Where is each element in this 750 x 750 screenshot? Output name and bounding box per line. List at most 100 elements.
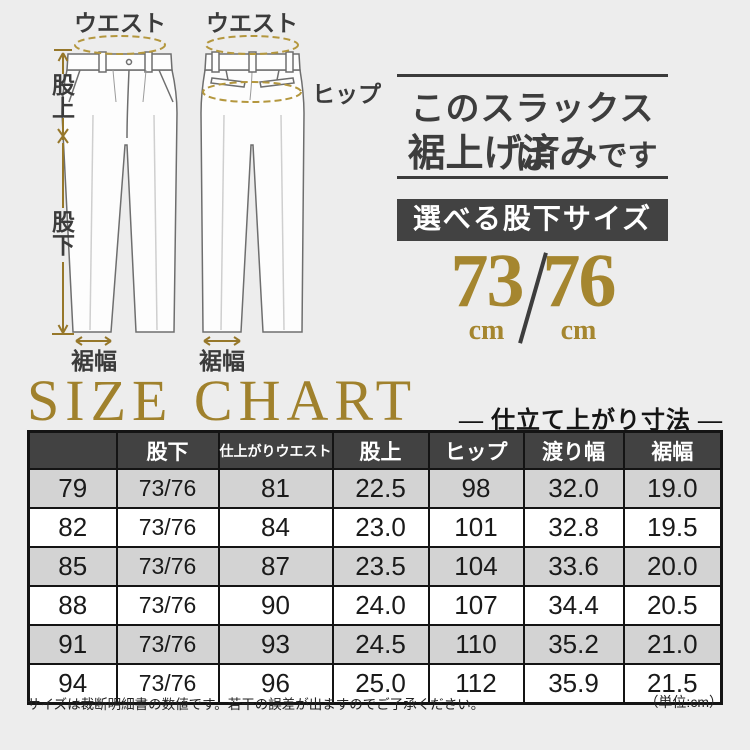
- waist-label-back: ウエスト: [206, 10, 298, 36]
- promo-headline-suffix: です: [597, 140, 658, 173]
- measurement-cell: 73/76: [115, 585, 220, 626]
- waist-ellipse-back: [205, 35, 299, 55]
- inseam-measure-arrow: [52, 143, 74, 335]
- column-header: 渡り幅: [522, 430, 625, 470]
- column-header: 仕上がりウエスト: [217, 430, 334, 470]
- pants-front-illustration: [61, 51, 178, 333]
- measurement-cell: 23.0: [331, 507, 430, 548]
- table-row: 88 73/76 90 24.0 107 34.4 20.5: [27, 585, 723, 626]
- measurement-cell: 19.5: [622, 507, 723, 548]
- back-body: [200, 69, 305, 333]
- rise-measure-arrow: [54, 49, 72, 144]
- back-crease: [220, 114, 225, 331]
- measurement-cell: 90: [217, 585, 334, 626]
- back-crease: [280, 114, 285, 331]
- inseam-option-76: 76 cm: [543, 243, 617, 347]
- front-fly-seam: [126, 69, 130, 139]
- measurement-cell: 32.0: [522, 468, 625, 509]
- inseam-option-73: 73 cm: [450, 239, 525, 347]
- measurement-cell: 73/76: [115, 624, 220, 665]
- measurement-cell: 110: [427, 624, 525, 665]
- front-crease: [89, 114, 94, 331]
- column-header: 股上: [331, 430, 430, 470]
- measurement-cell: 33.6: [522, 546, 625, 587]
- measurement-cell: 73/76: [115, 468, 220, 509]
- table-header-row: 股下 仕上がりウエスト 股上 ヒップ 渡り幅 裾幅: [27, 430, 723, 470]
- column-header: 裾幅: [622, 430, 723, 470]
- column-header-size: [27, 430, 118, 470]
- back-belt-loop: [285, 51, 294, 73]
- back-pocket-left: [210, 77, 246, 88]
- measurement-cell: 73/76: [115, 507, 220, 548]
- measurement-cell: 112: [427, 663, 525, 705]
- waist-label-front: ウエスト: [74, 10, 166, 36]
- measurement-cell: 84: [217, 507, 334, 548]
- size-cell: 88: [27, 585, 118, 626]
- table-row: 79 73/76 81 22.5 98 32.0 19.0: [27, 468, 723, 509]
- inseam-unit-left: cm: [468, 314, 505, 346]
- measurement-cell: 21.0: [622, 624, 723, 665]
- measurement-cell: 24.0: [331, 585, 430, 626]
- pants-measurement-diagram: [52, 35, 305, 346]
- inseam-size-banner: 選べる股下サイズ: [397, 199, 668, 241]
- hip-label: ヒップ: [312, 81, 381, 107]
- measurement-cell: 19.0: [622, 468, 723, 509]
- column-header: 股下: [115, 430, 220, 470]
- measurement-cell: 101: [427, 507, 525, 548]
- measurement-cell: 98: [427, 468, 525, 509]
- waist-ellipse-front: [74, 35, 166, 55]
- table-row: 85 73/76 87 23.5 104 33.6 20.0: [27, 546, 723, 587]
- front-pleat: [142, 69, 147, 103]
- unit-note: （単位:cm）: [644, 694, 723, 710]
- back-belt-loop: [248, 51, 257, 73]
- back-dart: [276, 69, 280, 81]
- promo-rule-bottom: [397, 176, 668, 179]
- inseam-value-left: 73: [450, 239, 525, 323]
- table-row: 82 73/76 84 23.0 101 32.8 19.5: [27, 507, 723, 548]
- measurement-cell: 96: [217, 663, 334, 705]
- size-note: サイズは裁断明細書の数値です。若干の誤差が出ますのでご了承ください。: [27, 697, 485, 712]
- size-cell: 94: [27, 663, 118, 705]
- promo-headline-line1: このスラックスは: [410, 91, 655, 177]
- back-belt-loop: [211, 51, 220, 73]
- promo-headline-strong: 裾上げ済み: [407, 133, 598, 175]
- hem-width-label-front: 裾幅: [71, 348, 117, 374]
- size-chart-table: 股下 仕上がりウエスト 股上 ヒップ 渡り幅 裾幅 79 73/76 81 22.5 98 32.0…: [27, 430, 723, 705]
- measurement-cell: 20.5: [622, 585, 723, 626]
- measurement-cell: 23.5: [331, 546, 430, 587]
- promo-headline-line2: 裾上げ済みです: [397, 122, 668, 177]
- size-chart-subtitle: — 仕立て上がり寸法 —: [459, 408, 723, 434]
- measurement-cell: 73/76: [115, 663, 220, 705]
- measurement-cell: 20.0: [622, 546, 723, 587]
- column-header: ヒップ: [427, 430, 525, 470]
- measurement-cell: 24.5: [331, 624, 430, 665]
- hem-width-arrow-front: [75, 336, 112, 346]
- table-row: 94 73/76 96 25.0 112 35.9 21.5: [27, 663, 723, 705]
- hip-ellipse-back: [202, 81, 302, 103]
- measurement-cell: 21.5: [622, 663, 723, 705]
- front-pocket-left: [68, 69, 81, 103]
- front-belt-loop: [98, 51, 107, 73]
- measurement-cell: 35.2: [522, 624, 625, 665]
- measurement-cell: 104: [427, 546, 525, 587]
- measurement-cell: 35.9: [522, 663, 625, 705]
- size-cell: 91: [27, 624, 118, 665]
- size-cell: 79: [27, 468, 118, 509]
- front-pleat: [112, 69, 117, 103]
- measurement-cell: 107: [427, 585, 525, 626]
- measurement-cell: 22.5: [331, 468, 430, 509]
- hem-width-label-back: 裾幅: [199, 348, 245, 374]
- inseam-label: 股下: [52, 209, 75, 259]
- measurement-cell: 34.4: [522, 585, 625, 626]
- pants-back-illustration: [200, 51, 305, 333]
- measurement-cell: 93: [217, 624, 334, 665]
- hem-width-arrow-back: [203, 336, 241, 346]
- rise-label: 股上: [52, 72, 75, 122]
- measurement-cell: 81: [217, 468, 334, 509]
- inseam-unit-right: cm: [560, 314, 597, 346]
- front-pocket-right: [158, 69, 174, 103]
- promo-rule-top: [397, 74, 668, 77]
- size-cell: 82: [27, 507, 118, 548]
- size-cell: 85: [27, 546, 118, 587]
